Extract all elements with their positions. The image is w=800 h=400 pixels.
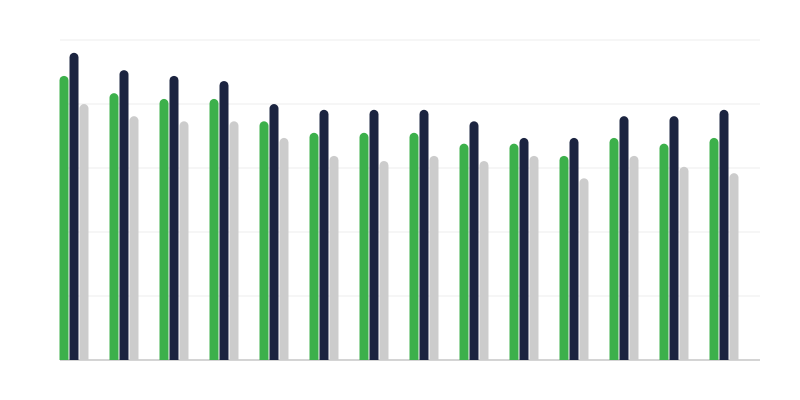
bar [129, 116, 139, 360]
bar [329, 155, 339, 360]
bar [229, 121, 239, 360]
bar [709, 137, 719, 360]
bar [579, 178, 589, 360]
bar [259, 121, 269, 360]
bar [509, 143, 519, 360]
bar [679, 166, 689, 360]
bar [319, 109, 329, 360]
bar [179, 121, 189, 360]
bar [619, 116, 629, 360]
bar [379, 160, 389, 360]
bar [309, 132, 319, 360]
bar [609, 137, 619, 360]
bar [719, 109, 729, 360]
bar [69, 52, 79, 361]
bar [559, 155, 569, 360]
bar [209, 98, 219, 360]
bar [469, 121, 479, 360]
bar [659, 143, 669, 360]
bar [369, 109, 379, 360]
bar [279, 137, 289, 360]
bar [169, 75, 179, 360]
bar [419, 109, 429, 360]
bar [629, 155, 639, 360]
bar [269, 104, 279, 360]
bar [459, 143, 469, 360]
bar [159, 98, 169, 360]
bar [669, 116, 679, 360]
bar [119, 70, 129, 360]
bar [529, 155, 539, 360]
bar [569, 137, 579, 360]
bar [409, 132, 419, 360]
bar [219, 80, 229, 360]
bar [519, 137, 529, 360]
bar [429, 155, 439, 360]
bar [729, 173, 739, 360]
bar [359, 132, 369, 360]
bar [109, 93, 119, 361]
bar [79, 104, 89, 360]
bar [59, 75, 69, 360]
bar [479, 160, 489, 360]
